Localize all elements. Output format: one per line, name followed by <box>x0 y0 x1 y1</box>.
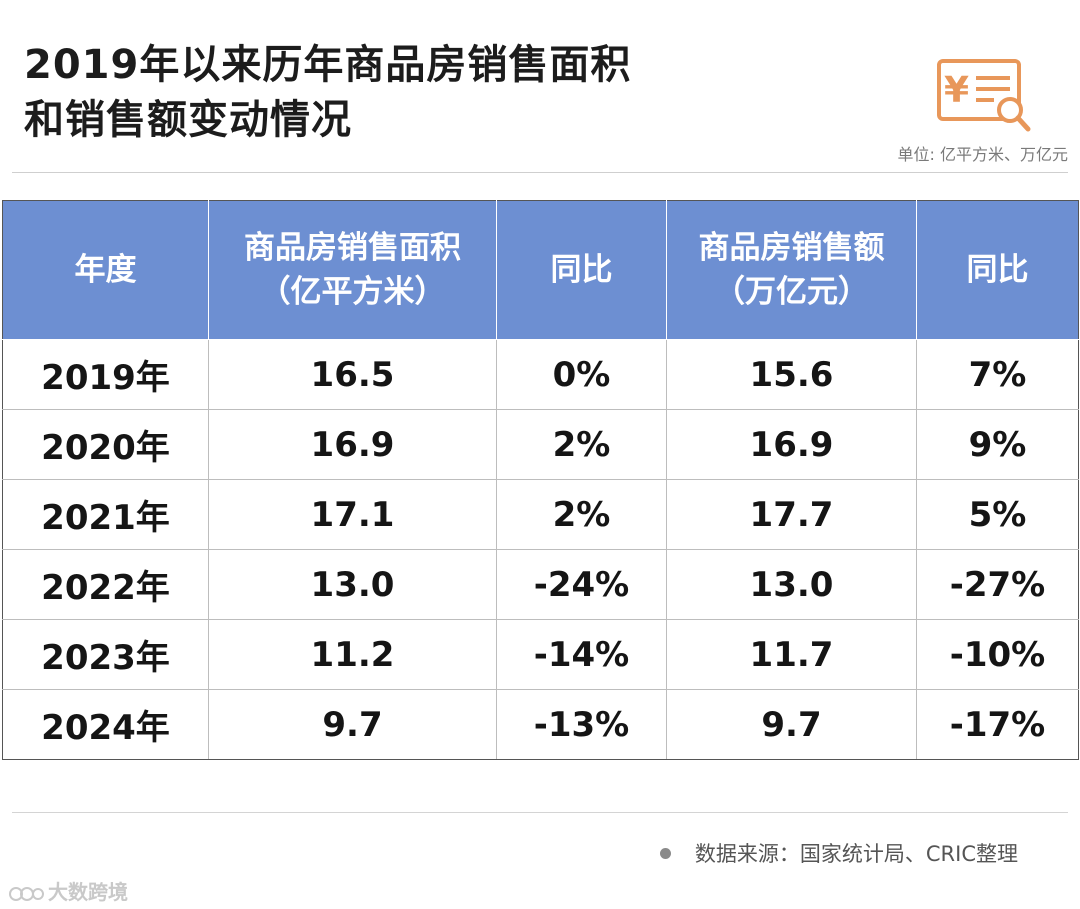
table-row: 2022年 13.0 -24% 13.0 -27% <box>2 549 1079 620</box>
area-cell: 16.9 <box>208 409 497 480</box>
header-sales-amount: 商品房销售额 （万亿元） <box>666 200 917 340</box>
watermark: 大数跨境 <box>8 876 128 905</box>
area-yoy-cell: -24% <box>496 549 667 620</box>
area-yoy-cell: 0% <box>496 339 667 410</box>
title-line-1: 2019年以来历年商品房销售面积 <box>24 42 632 88</box>
header-amount-yoy: 同比 <box>916 200 1079 340</box>
year-cell: 2021年 <box>2 479 209 550</box>
year-cell: 2020年 <box>2 409 209 480</box>
amount-cell: 17.7 <box>666 479 917 550</box>
table-row: 2019年 16.5 0% 15.6 7% <box>2 339 1079 410</box>
amount-yoy-cell: 5% <box>916 479 1079 550</box>
table-row: 2023年 11.2 -14% 11.7 -10% <box>2 619 1079 690</box>
area-yoy-cell: -14% <box>496 619 667 690</box>
year-cell: 2022年 <box>2 549 209 620</box>
amount-cell: 15.6 <box>666 339 917 410</box>
amount-cell: 11.7 <box>666 619 917 690</box>
svg-text:¥: ¥ <box>944 70 969 111</box>
amount-yoy-cell: -27% <box>916 549 1079 620</box>
year-cell: 2019年 <box>2 339 209 410</box>
area-cell: 9.7 <box>208 689 497 760</box>
area-cell: 16.5 <box>208 339 497 410</box>
amount-yoy-cell: 7% <box>916 339 1079 410</box>
watermark-text: 大数跨境 <box>48 880 128 904</box>
header-area-yoy: 同比 <box>496 200 667 340</box>
title-line-2: 和销售额变动情况 <box>24 97 352 143</box>
source-note: 数据来源：国家统计局、CRIC整理 <box>659 838 1018 868</box>
area-cell: 13.0 <box>208 549 497 620</box>
header-sales-area: 商品房销售面积 （亿平方米） <box>208 200 497 340</box>
area-cell: 17.1 <box>208 479 497 550</box>
page-title: 2019年以来历年商品房销售面积 和销售额变动情况 <box>24 38 631 148</box>
amount-yoy-cell: 9% <box>916 409 1079 480</box>
amount-cell: 9.7 <box>666 689 917 760</box>
yuan-report-search-icon: ¥ <box>937 59 1031 132</box>
table-row: 2024年 9.7 -13% 9.7 -17% <box>2 689 1079 760</box>
brand-logo-icon <box>9 886 44 901</box>
area-cell: 11.2 <box>208 619 497 690</box>
area-yoy-cell: 2% <box>496 409 667 480</box>
area-yoy-cell: -13% <box>496 689 667 760</box>
unit-label: 单位: 亿平方米、万亿元 <box>897 145 1068 164</box>
table-header-row: 年度 商品房销售面积 （亿平方米） 同比 商品房销售额 （万亿元） 同比 <box>2 200 1079 340</box>
year-cell: 2023年 <box>2 619 209 690</box>
amount-yoy-cell: -17% <box>916 689 1079 760</box>
source-text: 数据来源：国家统计局、CRIC整理 <box>694 842 1018 866</box>
top-divider <box>12 172 1068 173</box>
sales-table: 年度 商品房销售面积 （亿平方米） 同比 商品房销售额 （万亿元） 同比 201… <box>2 200 1079 760</box>
area-yoy-cell: 2% <box>496 479 667 550</box>
table-row: 2020年 16.9 2% 16.9 9% <box>2 409 1079 480</box>
amount-cell: 13.0 <box>666 549 917 620</box>
amount-cell: 16.9 <box>666 409 917 480</box>
amount-yoy-cell: -10% <box>916 619 1079 690</box>
bullet-dot-icon <box>659 847 671 859</box>
year-cell: 2024年 <box>2 689 209 760</box>
table-row: 2021年 17.1 2% 17.7 5% <box>2 479 1079 550</box>
header-year: 年度 <box>2 200 209 340</box>
bottom-divider <box>12 812 1068 813</box>
